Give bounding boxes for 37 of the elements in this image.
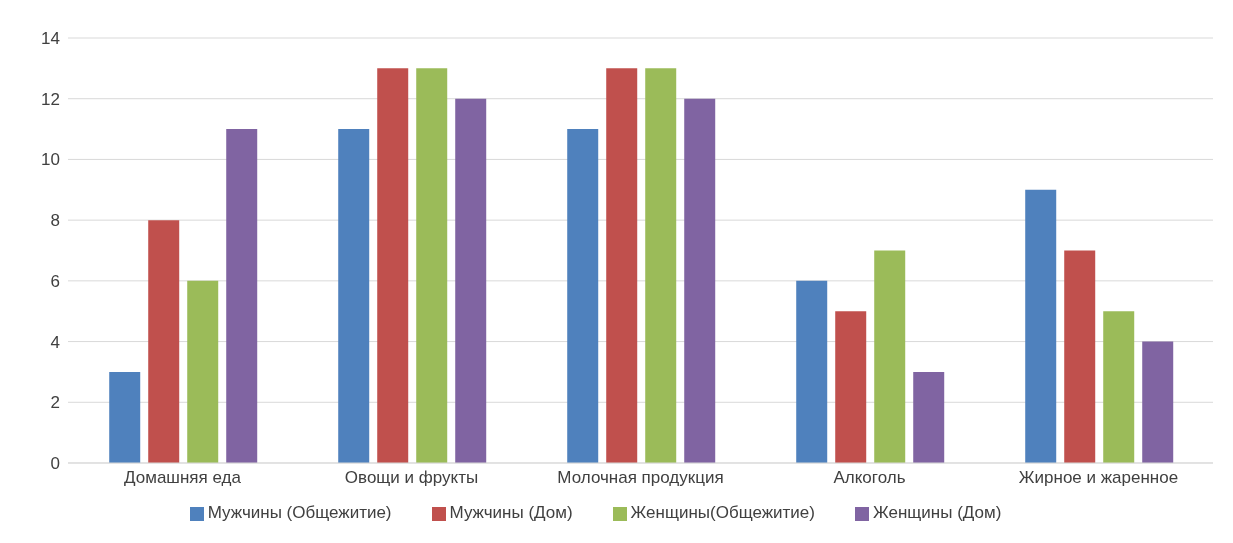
bar: [606, 68, 638, 463]
y-tick-label: 10: [41, 150, 60, 170]
y-tick-label: 12: [41, 89, 60, 109]
bar: [1103, 311, 1135, 463]
x-tick-label: Жирное и жаренное: [1018, 468, 1179, 488]
bar: [835, 311, 867, 463]
y-tick-label: 2: [50, 393, 60, 413]
bar: [684, 98, 716, 463]
bar: [226, 129, 258, 463]
bar: [148, 220, 180, 463]
x-tick-label: Овощи и фрукты: [344, 468, 479, 488]
legend-label: Женщины(Общежитие): [630, 503, 815, 522]
bar: [1025, 189, 1057, 463]
x-tick-label: Алкоголь: [833, 468, 906, 488]
y-tick-label: 8: [50, 211, 60, 231]
x-tick-label: Домашняя еда: [124, 468, 242, 488]
bar: [455, 98, 487, 463]
y-tick-label: 14: [41, 29, 60, 49]
bar: [796, 280, 828, 463]
bar: [567, 129, 599, 463]
bar: [377, 68, 409, 463]
bar: [1142, 341, 1174, 463]
legend-label: Женщины (Дом): [872, 503, 1002, 522]
bar: [645, 68, 677, 463]
y-tick-label: 6: [50, 271, 60, 291]
bar: [187, 280, 219, 463]
bar: [109, 371, 141, 463]
bar: [913, 371, 945, 463]
y-tick-label: 4: [50, 332, 60, 352]
bar: [338, 129, 370, 463]
x-tick-label: Молочная продукция: [557, 468, 724, 488]
bar: [874, 250, 906, 463]
y-tick-label: 0: [50, 454, 60, 474]
bar: [1064, 250, 1096, 463]
legend-label: Мужчины (Общежитие): [207, 503, 392, 522]
bar: [416, 68, 448, 463]
legend-label: Мужчины (Дом): [449, 503, 573, 522]
